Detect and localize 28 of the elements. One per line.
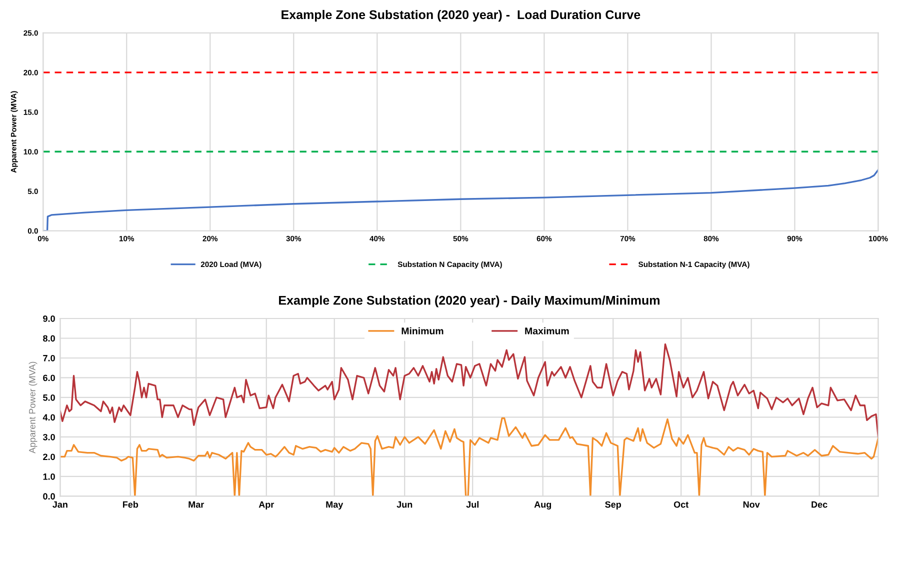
x-tick-label: Oct xyxy=(674,501,689,508)
x-tick-label: Jun xyxy=(396,501,412,508)
line-series xyxy=(60,343,878,438)
y-axis-title: Apparent Power (MVA) xyxy=(28,362,38,454)
x-tick-label: Mar xyxy=(188,501,204,508)
chart-title: Example Zone Substation (2020 year) - Load Duration Curve xyxy=(282,10,640,22)
x-tick-label: Jan xyxy=(52,501,68,508)
x-tick-label: Apr xyxy=(258,501,274,510)
y-tick-label: 3.0 xyxy=(42,434,55,440)
y-tick-label: 4.0 xyxy=(42,414,55,421)
x-tick-label: Feb xyxy=(122,501,138,508)
x-tick-label: Nov xyxy=(743,501,760,508)
legend-label: Minimum xyxy=(402,327,444,334)
y-tick-label: 1.0 xyxy=(43,473,55,480)
x-tick-label: May xyxy=(326,501,344,510)
y-tick-label: 6.0 xyxy=(43,374,55,382)
y-tick-label: 9.0 xyxy=(43,315,55,322)
x-tick-label: Jul xyxy=(466,501,478,508)
legend-label: Maximum xyxy=(525,327,569,334)
y-tick-label: 7.0 xyxy=(43,354,55,362)
y-tick-label: 0.0 xyxy=(43,493,55,500)
y-tick-label: 8.0 xyxy=(43,335,55,342)
x-tick-label: Sep xyxy=(605,501,622,510)
y-tick-label: 5.0 xyxy=(43,394,55,401)
x-tick-label: Aug xyxy=(534,501,552,510)
x-tick-label: Dec xyxy=(812,501,828,508)
chart-title: Example Zone Substation (2020 year) - Daily Maximum/Minimum xyxy=(279,296,660,308)
y-tick-label: 2.0 xyxy=(43,454,55,460)
